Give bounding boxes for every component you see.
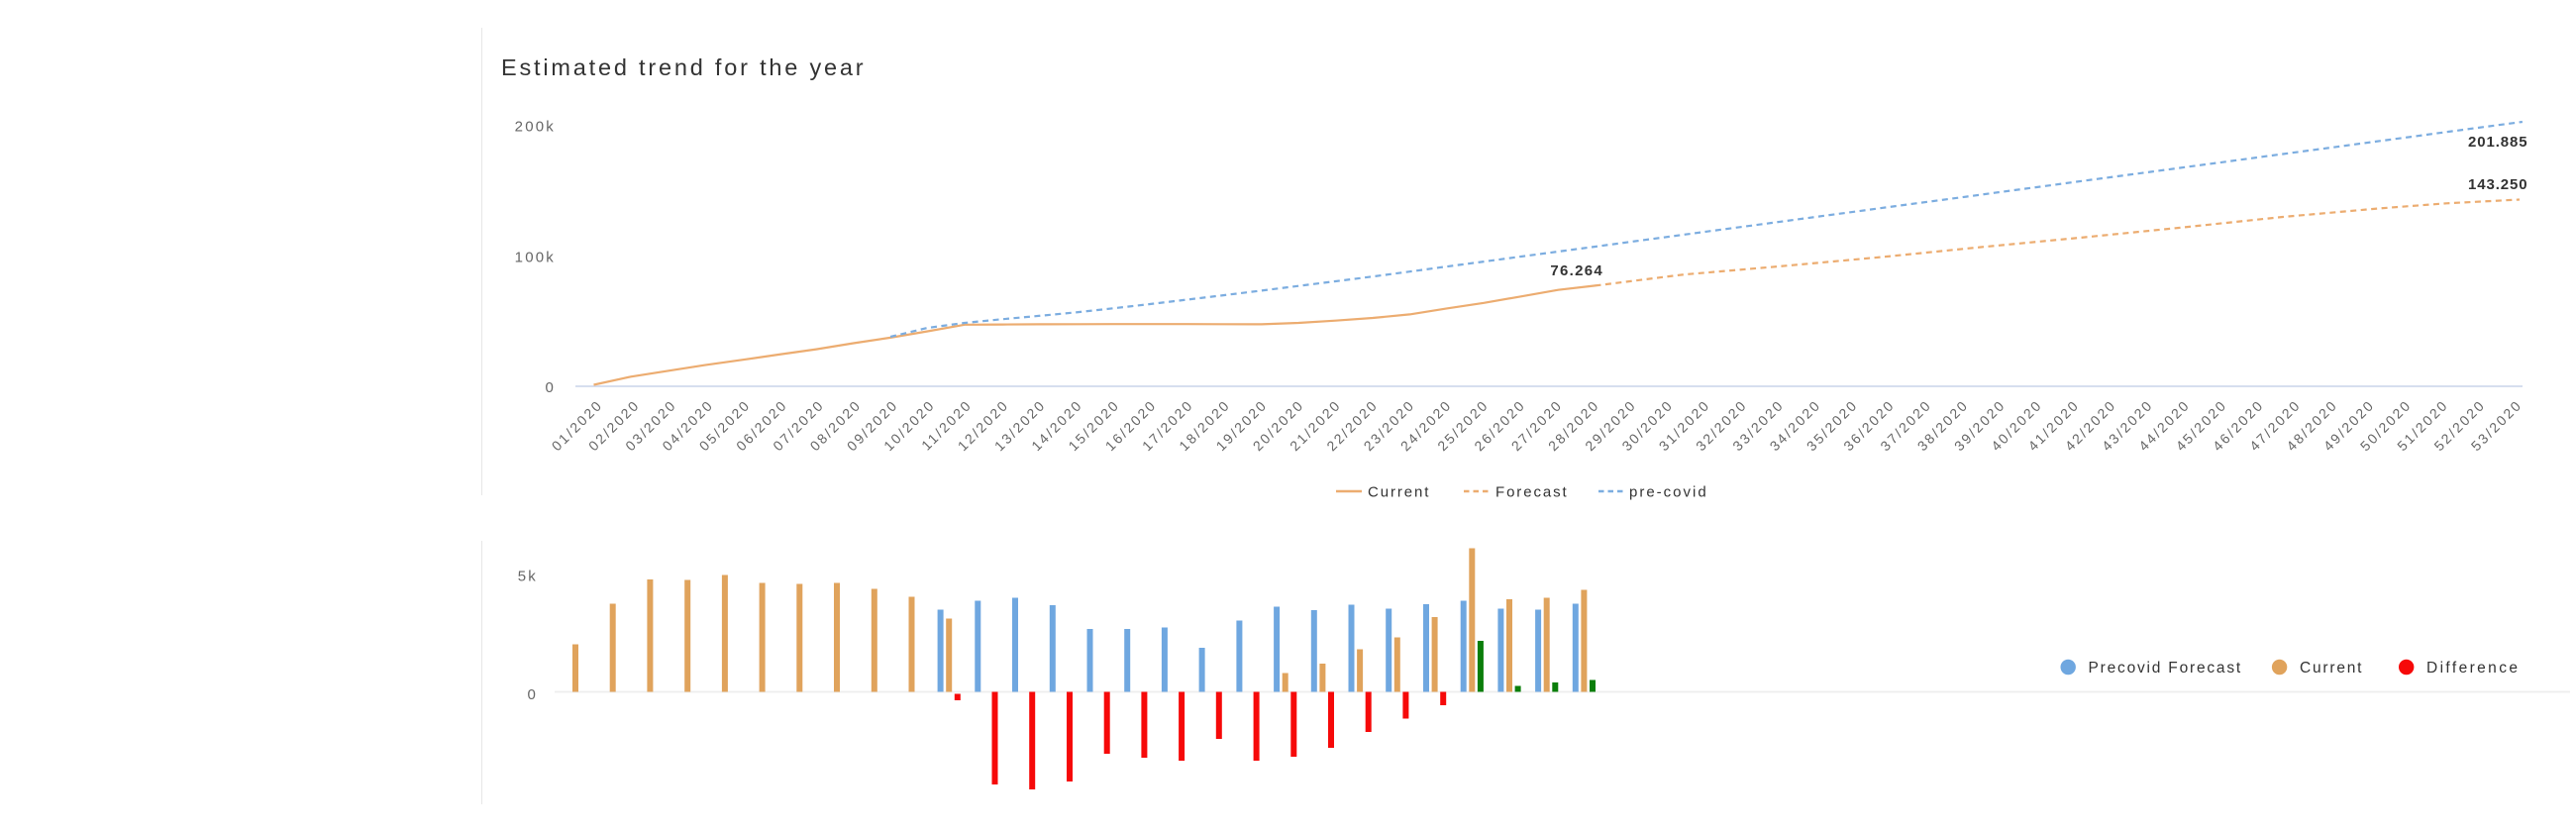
svg-text:5k: 5k <box>518 569 538 585</box>
svg-text:Current: Current <box>1368 483 1430 500</box>
svg-text:143.250: 143.250 <box>2468 176 2528 193</box>
svg-text:201.885: 201.885 <box>2468 134 2528 151</box>
svg-text:Difference: Difference <box>2426 660 2520 677</box>
svg-text:Forecast: Forecast <box>1495 483 1569 500</box>
svg-text:Precovid Forecast: Precovid Forecast <box>2089 660 2243 677</box>
svg-text:200k: 200k <box>515 119 556 136</box>
svg-text:100k: 100k <box>515 250 556 266</box>
svg-text:76.264: 76.264 <box>1550 262 1603 279</box>
svg-text:0: 0 <box>527 686 538 703</box>
svg-text:Current: Current <box>2300 660 2363 677</box>
svg-text:0: 0 <box>545 379 556 396</box>
svg-text:pre-covid: pre-covid <box>1629 483 1708 500</box>
